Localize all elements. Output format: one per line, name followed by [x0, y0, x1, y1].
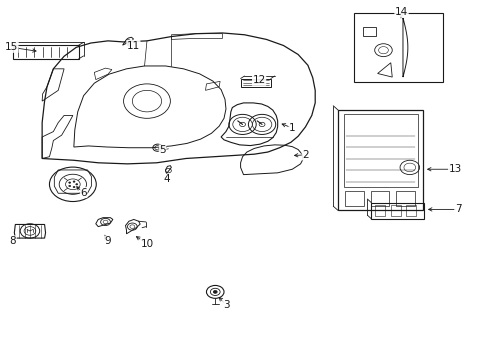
Circle shape — [69, 185, 71, 187]
Text: 13: 13 — [447, 164, 461, 174]
Circle shape — [76, 184, 78, 185]
Text: 8: 8 — [10, 236, 16, 246]
Text: 2: 2 — [302, 150, 308, 160]
Text: 12: 12 — [252, 75, 265, 85]
Text: 9: 9 — [104, 236, 111, 246]
Text: 11: 11 — [126, 41, 140, 50]
Circle shape — [69, 182, 71, 183]
Text: 5: 5 — [159, 145, 165, 155]
Circle shape — [73, 181, 75, 182]
Circle shape — [73, 186, 75, 188]
Text: 3: 3 — [222, 300, 229, 310]
Text: 1: 1 — [288, 123, 295, 133]
Text: 10: 10 — [140, 239, 153, 249]
Text: 4: 4 — [163, 174, 169, 184]
Text: 14: 14 — [394, 7, 407, 17]
Text: 15: 15 — [5, 42, 18, 52]
Text: 6: 6 — [80, 188, 87, 198]
Text: 7: 7 — [454, 204, 461, 215]
Circle shape — [213, 291, 217, 293]
